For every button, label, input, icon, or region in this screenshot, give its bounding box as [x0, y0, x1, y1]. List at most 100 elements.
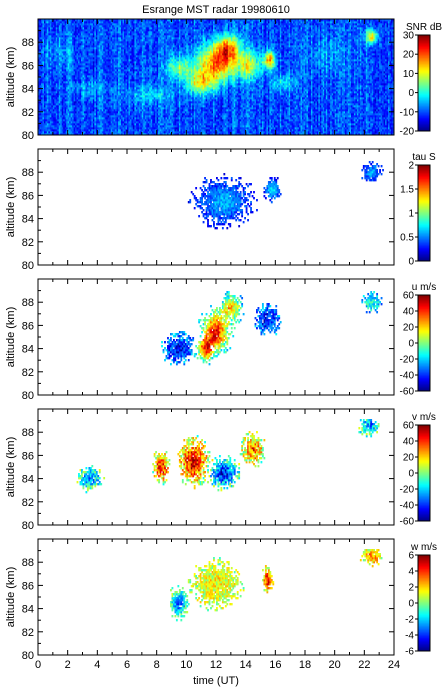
data-cell [92, 127, 95, 130]
data-cell [78, 25, 80, 28]
data-cell [66, 59, 69, 62]
data-cell [122, 105, 125, 108]
data-cell [73, 107, 76, 110]
data-cell [98, 43, 101, 46]
data-cell [88, 69, 91, 72]
data-cell [109, 113, 112, 116]
data-cell [43, 95, 46, 98]
data-cell [57, 115, 60, 118]
data-cell [95, 71, 98, 74]
data-cell [79, 53, 82, 56]
data-cell [45, 113, 48, 116]
data-cell [101, 129, 104, 132]
data-cell [122, 131, 125, 134]
data-cell [79, 111, 82, 114]
data-cell [81, 117, 83, 120]
data-cell [94, 21, 97, 24]
data-cell [78, 81, 80, 84]
data-cell [73, 47, 76, 50]
data-cell [121, 63, 123, 66]
data-cell [103, 123, 106, 126]
data-cell [97, 107, 100, 110]
data-cell [83, 99, 86, 102]
data-cell [49, 97, 52, 100]
data-cell [69, 77, 71, 80]
data-cell [38, 57, 40, 60]
data-cell [42, 25, 45, 28]
data-cell [106, 55, 109, 58]
data-cell [113, 59, 116, 62]
data-cell [63, 43, 66, 46]
data-cell [40, 107, 43, 110]
data-cell [83, 71, 86, 74]
data-cell [67, 31, 70, 34]
data-cell [81, 55, 83, 58]
data-cell [107, 73, 110, 76]
data-cell [101, 19, 104, 22]
data-cell [86, 83, 89, 86]
data-cell [92, 99, 95, 102]
data-cell [92, 55, 95, 58]
data-cell [49, 95, 52, 98]
data-cell [72, 63, 74, 66]
data-cell [66, 103, 69, 106]
data-cell [46, 19, 49, 22]
data-cell [91, 77, 94, 80]
data-cell [75, 115, 77, 118]
data-cell [63, 65, 66, 68]
data-cell [39, 89, 42, 92]
data-cell [60, 95, 63, 98]
data-cell [58, 123, 61, 126]
data-cell [49, 133, 52, 135]
data-cell [43, 123, 46, 126]
data-cell [55, 31, 58, 34]
data-cell [75, 111, 77, 114]
data-cell [73, 79, 76, 82]
data-cell [46, 43, 49, 46]
data-cell [73, 51, 76, 54]
data-cell [95, 37, 98, 40]
data-cell [60, 105, 63, 108]
data-cell [78, 101, 80, 104]
data-cell [76, 105, 79, 108]
data-cell [51, 75, 54, 78]
data-cell [38, 21, 40, 24]
data-cell [72, 73, 74, 76]
data-cell [78, 75, 80, 78]
data-cell [112, 55, 114, 58]
data-cell [75, 31, 77, 34]
data-cell [91, 39, 94, 42]
data-cell [113, 109, 116, 112]
data-cell [46, 57, 49, 60]
data-cell [39, 35, 42, 38]
data-cell [107, 121, 110, 124]
data-cell [110, 63, 113, 66]
data-cell [46, 45, 49, 48]
data-cell [52, 119, 55, 122]
data-cell [40, 31, 43, 34]
data-cell [38, 63, 40, 66]
data-cell [112, 23, 114, 26]
data-cell [124, 41, 126, 44]
data-cell [52, 111, 55, 114]
data-cell [57, 99, 60, 102]
data-cell [78, 71, 80, 74]
data-cell [101, 81, 104, 84]
data-cell [112, 101, 114, 104]
data-cell [97, 75, 100, 78]
data-cell [64, 55, 67, 58]
data-cell [119, 87, 122, 90]
data-cell [60, 47, 63, 50]
data-cell [70, 111, 73, 114]
data-cell [81, 23, 83, 26]
data-cell [46, 133, 49, 135]
data-cell [60, 31, 63, 34]
data-cell [60, 29, 63, 32]
data-cell [55, 129, 58, 132]
data-cell [40, 49, 43, 52]
data-cell [69, 25, 71, 28]
data-cell [103, 93, 106, 96]
data-cell [92, 73, 95, 76]
data-cell [113, 125, 116, 128]
data-cell [38, 105, 40, 108]
